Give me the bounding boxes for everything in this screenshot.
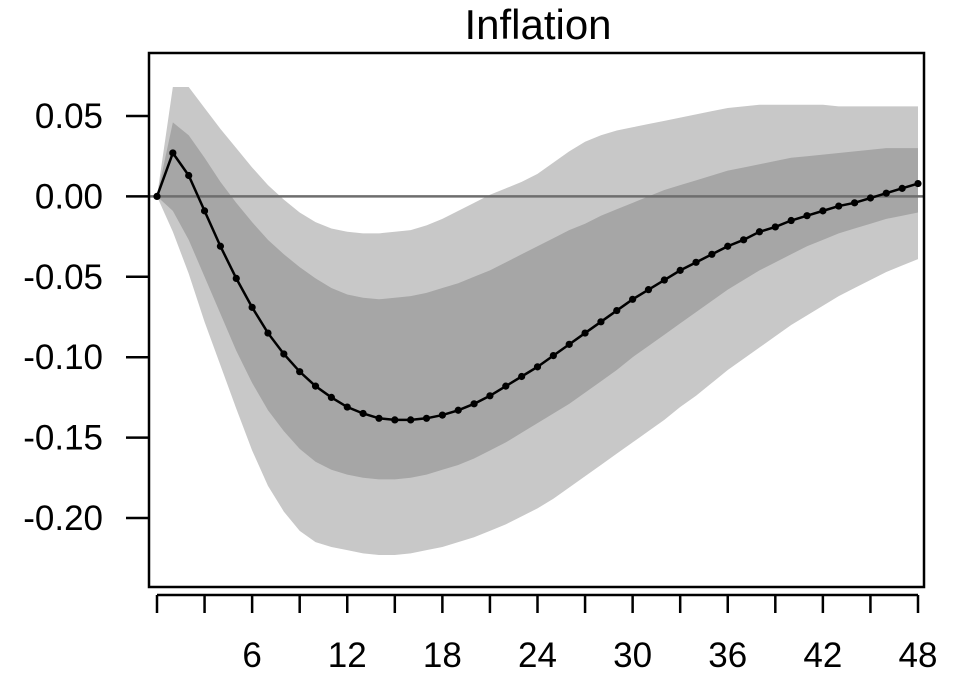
x-tick-label-18: 18 (423, 636, 462, 675)
y-axis: 0.05 0.00 -0.05 -0.10 -0.15 -0.20 (23, 97, 149, 538)
data-point-15 (391, 416, 399, 424)
data-point-31 (644, 286, 653, 294)
data-point-2 (185, 171, 193, 180)
data-point-11 (327, 393, 335, 401)
chart-title: Inflation (464, 1, 611, 48)
data-point-1 (169, 149, 177, 157)
data-point-36 (724, 242, 732, 250)
inner-confidence-band (157, 122, 918, 480)
data-point-20 (470, 400, 478, 408)
x-tick-label-36: 36 (708, 636, 747, 675)
data-point-22 (502, 382, 510, 390)
y-tick-label-0: 0.05 (35, 97, 103, 136)
data-point-35 (708, 250, 716, 258)
data-point-47 (898, 184, 906, 192)
data-point-25 (549, 351, 557, 360)
data-point-40 (787, 216, 795, 225)
confidence-bands (157, 87, 918, 555)
data-point-5 (232, 274, 240, 283)
data-point-37 (740, 236, 748, 244)
x-tick-label-48: 48 (899, 636, 938, 675)
data-point-44 (850, 199, 859, 207)
data-point-24 (533, 363, 542, 371)
y-tick-label-3: -0.10 (23, 338, 103, 377)
y-tick-label-2: -0.05 (23, 258, 103, 297)
data-point-29 (613, 306, 621, 315)
data-point-17 (422, 414, 431, 422)
x-tick-label-30: 30 (613, 636, 652, 675)
data-point-19 (454, 406, 462, 414)
data-point-23 (518, 372, 526, 381)
data-point-9 (296, 368, 304, 376)
x-tick-label-24: 24 (518, 636, 557, 675)
data-point-38 (755, 228, 764, 236)
data-point-30 (629, 295, 637, 303)
x-tick-label-42: 42 (803, 636, 842, 675)
data-point-33 (676, 266, 684, 274)
data-point-26 (565, 340, 573, 348)
data-point-27 (581, 329, 589, 337)
data-point-34 (692, 258, 700, 266)
y-tick-label-4: -0.15 (23, 419, 103, 458)
data-point-16 (407, 416, 415, 424)
data-point-46 (882, 189, 890, 197)
data-point-8 (280, 350, 288, 358)
y-tick-label-5: -0.20 (23, 499, 103, 538)
data-point-28 (597, 318, 605, 326)
plot-frame (147, 51, 926, 589)
data-point-14 (375, 414, 383, 422)
data-point-45 (866, 194, 875, 202)
data-point-10 (311, 382, 320, 390)
data-point-12 (343, 403, 351, 411)
data-point-0 (153, 192, 161, 200)
data-point-7 (264, 329, 272, 337)
x-tick-label-12: 12 (328, 636, 367, 675)
y-tick-label-1: 0.00 (35, 177, 103, 216)
data-point-3 (200, 207, 209, 215)
data-point-4 (216, 242, 225, 250)
data-point-42 (819, 207, 827, 215)
data-point-32 (660, 276, 668, 284)
data-point-18 (438, 411, 446, 419)
data-point-13 (359, 409, 367, 418)
data-point-21 (486, 392, 494, 400)
impulse-response-series (153, 149, 922, 424)
x-axis: 6 12 18 24 30 36 42 48 (155, 593, 938, 675)
data-point-41 (803, 212, 811, 220)
data-point-6 (248, 303, 256, 311)
data-point-39 (771, 223, 779, 231)
x-tick-label-6: 6 (242, 636, 261, 675)
data-point-48 (914, 179, 922, 188)
data-point-43 (835, 202, 843, 210)
